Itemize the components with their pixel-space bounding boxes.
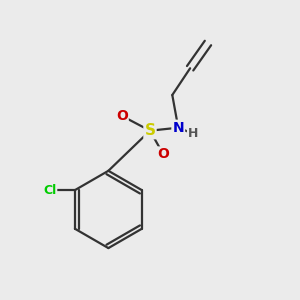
- Text: Cl: Cl: [43, 184, 56, 196]
- Text: N: N: [172, 121, 184, 135]
- Text: O: O: [116, 109, 128, 123]
- Text: S: S: [145, 123, 155, 138]
- Text: H: H: [188, 127, 198, 140]
- Text: O: O: [158, 148, 169, 161]
